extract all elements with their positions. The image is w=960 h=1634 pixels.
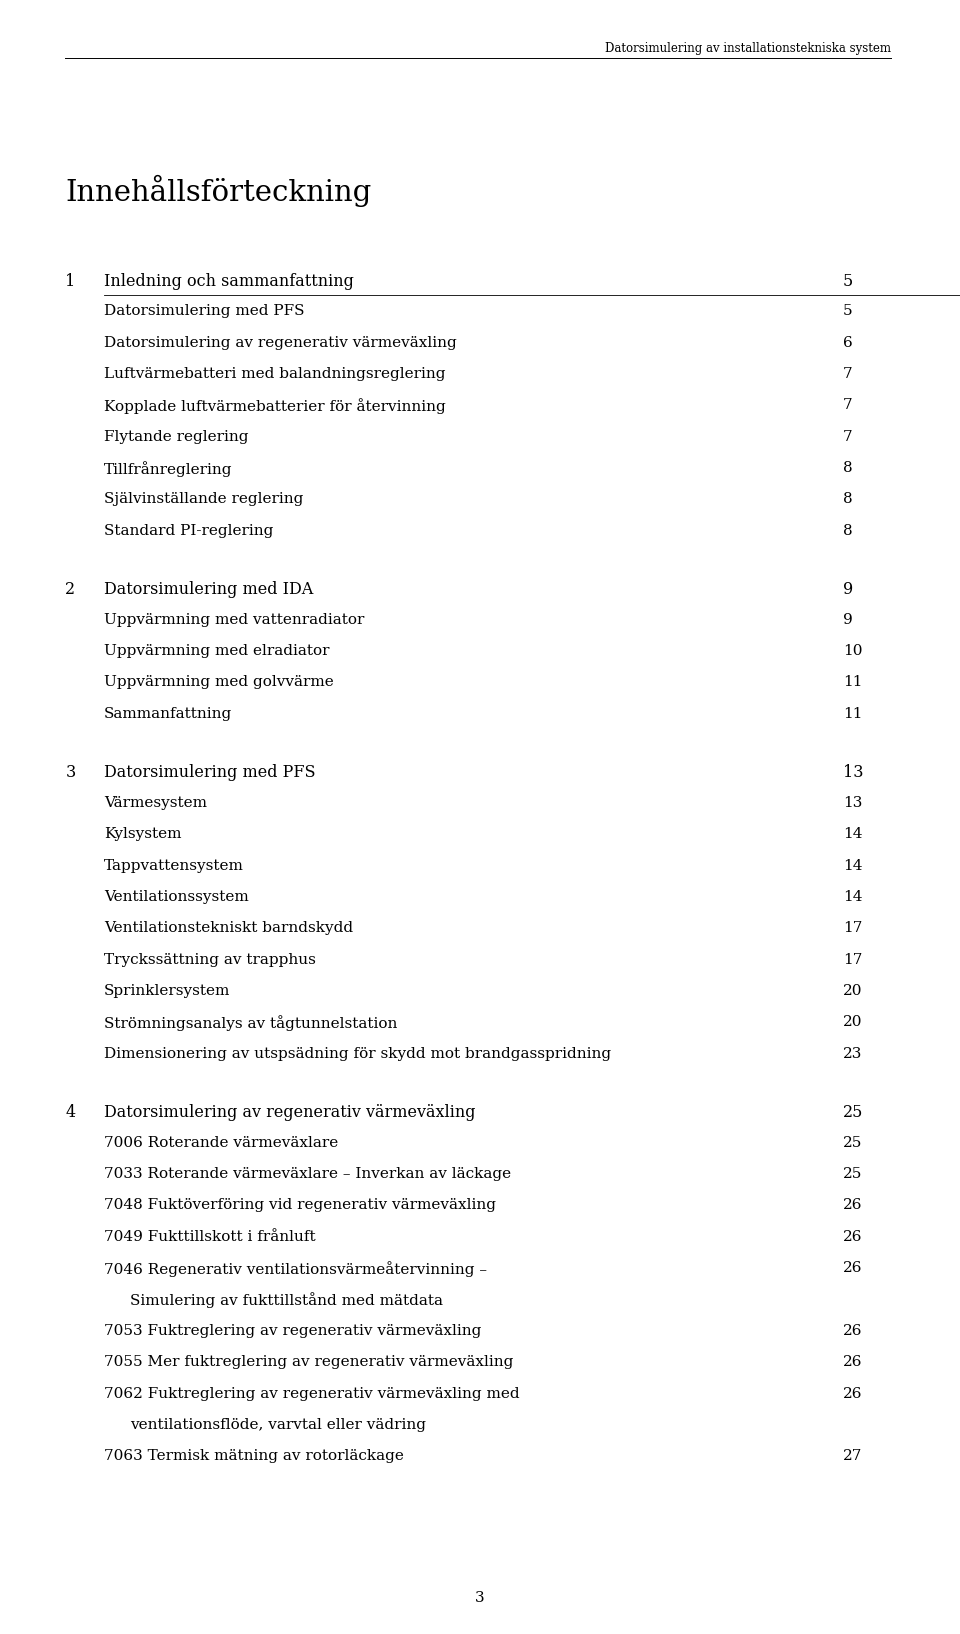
- Text: 5: 5: [843, 304, 852, 319]
- Text: 7053 Fuktreglering av regenerativ värmeväxling: 7053 Fuktreglering av regenerativ värmev…: [104, 1324, 481, 1338]
- Text: 23: 23: [843, 1047, 862, 1060]
- Text: 14: 14: [843, 858, 862, 873]
- Text: 3: 3: [65, 765, 76, 781]
- Text: Värmesystem: Värmesystem: [104, 796, 206, 810]
- Text: 26: 26: [843, 1324, 862, 1338]
- Text: Innehållsförteckning: Innehållsförteckning: [65, 175, 372, 208]
- Text: 7: 7: [843, 368, 852, 381]
- Text: 5: 5: [843, 273, 853, 289]
- Text: 14: 14: [843, 891, 862, 904]
- Text: Kylsystem: Kylsystem: [104, 827, 181, 842]
- Text: 13: 13: [843, 765, 863, 781]
- Text: 14: 14: [843, 827, 862, 842]
- Text: 9: 9: [843, 613, 852, 627]
- Text: 8: 8: [843, 492, 852, 507]
- Text: Ventilationstekniskt barndskydd: Ventilationstekniskt barndskydd: [104, 922, 353, 935]
- Text: 20: 20: [843, 1015, 862, 1029]
- Text: ventilationsflöde, varvtal eller vädring: ventilationsflöde, varvtal eller vädring: [130, 1418, 425, 1431]
- Text: Uppvärmning med elradiator: Uppvärmning med elradiator: [104, 644, 329, 659]
- Text: Simulering av fukttillstånd med mätdata: Simulering av fukttillstånd med mätdata: [130, 1292, 443, 1309]
- Text: 26: 26: [843, 1261, 862, 1275]
- Text: 7033 Roterande värmeväxlare – Inverkan av läckage: 7033 Roterande värmeväxlare – Inverkan a…: [104, 1167, 511, 1181]
- Text: 7: 7: [843, 430, 852, 444]
- Text: Kopplade luftvärmebatterier för återvinning: Kopplade luftvärmebatterier för återvinn…: [104, 399, 445, 415]
- Text: 25: 25: [843, 1167, 862, 1181]
- Text: Datorsimulering av installationstekniska system: Datorsimulering av installationstekniska…: [605, 42, 891, 56]
- Text: 26: 26: [843, 1198, 862, 1212]
- Text: 17: 17: [843, 922, 862, 935]
- Text: 26: 26: [843, 1230, 862, 1243]
- Text: Tillfrånreglering: Tillfrånreglering: [104, 461, 232, 477]
- Text: 6: 6: [843, 335, 852, 350]
- Text: 13: 13: [843, 796, 862, 810]
- Text: 26: 26: [843, 1355, 862, 1369]
- Text: 25: 25: [843, 1105, 863, 1121]
- Text: 7048 Fuktöverföring vid regenerativ värmeväxling: 7048 Fuktöverföring vid regenerativ värm…: [104, 1198, 495, 1212]
- Text: Inledning och sammanfattning: Inledning och sammanfattning: [104, 273, 353, 289]
- Text: 26: 26: [843, 1387, 862, 1400]
- Text: 3: 3: [475, 1590, 485, 1605]
- Text: Strömningsanalys av tågtunnelstation: Strömningsanalys av tågtunnelstation: [104, 1015, 397, 1031]
- Text: 1: 1: [65, 273, 76, 289]
- Text: 7055 Mer fuktreglering av regenerativ värmeväxling: 7055 Mer fuktreglering av regenerativ vä…: [104, 1355, 513, 1369]
- Text: 7063 Termisk mätning av rotorläckage: 7063 Termisk mätning av rotorläckage: [104, 1449, 403, 1464]
- Text: Sprinklersystem: Sprinklersystem: [104, 984, 230, 998]
- Text: Datorsimulering med IDA: Datorsimulering med IDA: [104, 582, 313, 598]
- Text: Ventilationssystem: Ventilationssystem: [104, 891, 249, 904]
- Text: 2: 2: [65, 582, 76, 598]
- Text: 17: 17: [843, 953, 862, 967]
- Text: Datorsimulering av regenerativ värmeväxling: Datorsimulering av regenerativ värmeväxl…: [104, 335, 456, 350]
- Text: Uppvärmning med golvvärme: Uppvärmning med golvvärme: [104, 675, 333, 690]
- Text: Luftvärmebatteri med balandningsreglering: Luftvärmebatteri med balandningsreglerin…: [104, 368, 445, 381]
- Text: 20: 20: [843, 984, 862, 998]
- Text: 8: 8: [843, 525, 852, 538]
- Text: Tryckssättning av trapphus: Tryckssättning av trapphus: [104, 953, 316, 967]
- Text: 27: 27: [843, 1449, 862, 1464]
- Text: 7062 Fuktreglering av regenerativ värmeväxling med: 7062 Fuktreglering av regenerativ värmev…: [104, 1387, 519, 1400]
- Text: Datorsimulering med PFS: Datorsimulering med PFS: [104, 765, 315, 781]
- Text: 7046 Regenerativ ventilationsvärmeåtervinning –: 7046 Regenerativ ventilationsvärmeåtervi…: [104, 1261, 487, 1278]
- Text: Sammanfattning: Sammanfattning: [104, 708, 232, 721]
- Text: 25: 25: [843, 1136, 862, 1150]
- Text: Datorsimulering av regenerativ värmeväxling: Datorsimulering av regenerativ värmeväxl…: [104, 1105, 475, 1121]
- Text: 7049 Fukttillskott i frånluft: 7049 Fukttillskott i frånluft: [104, 1230, 315, 1243]
- Text: Datorsimulering med PFS: Datorsimulering med PFS: [104, 304, 304, 319]
- Text: 4: 4: [65, 1105, 76, 1121]
- Text: 9: 9: [843, 582, 853, 598]
- Text: Standard PI-reglering: Standard PI-reglering: [104, 525, 273, 538]
- Text: Uppvärmning med vattenradiator: Uppvärmning med vattenradiator: [104, 613, 364, 627]
- Text: Flytande reglering: Flytande reglering: [104, 430, 249, 444]
- Text: Självinställande reglering: Självinställande reglering: [104, 492, 303, 507]
- Text: 7: 7: [843, 399, 852, 412]
- Text: Tappvattensystem: Tappvattensystem: [104, 858, 244, 873]
- Text: 8: 8: [843, 461, 852, 475]
- Text: 7006 Roterande värmeväxlare: 7006 Roterande värmeväxlare: [104, 1136, 338, 1150]
- Text: 11: 11: [843, 708, 862, 721]
- Text: Dimensionering av utspsädning för skydd mot brandgasspridning: Dimensionering av utspsädning för skydd …: [104, 1047, 611, 1060]
- Text: 11: 11: [843, 675, 862, 690]
- Text: 10: 10: [843, 644, 862, 659]
